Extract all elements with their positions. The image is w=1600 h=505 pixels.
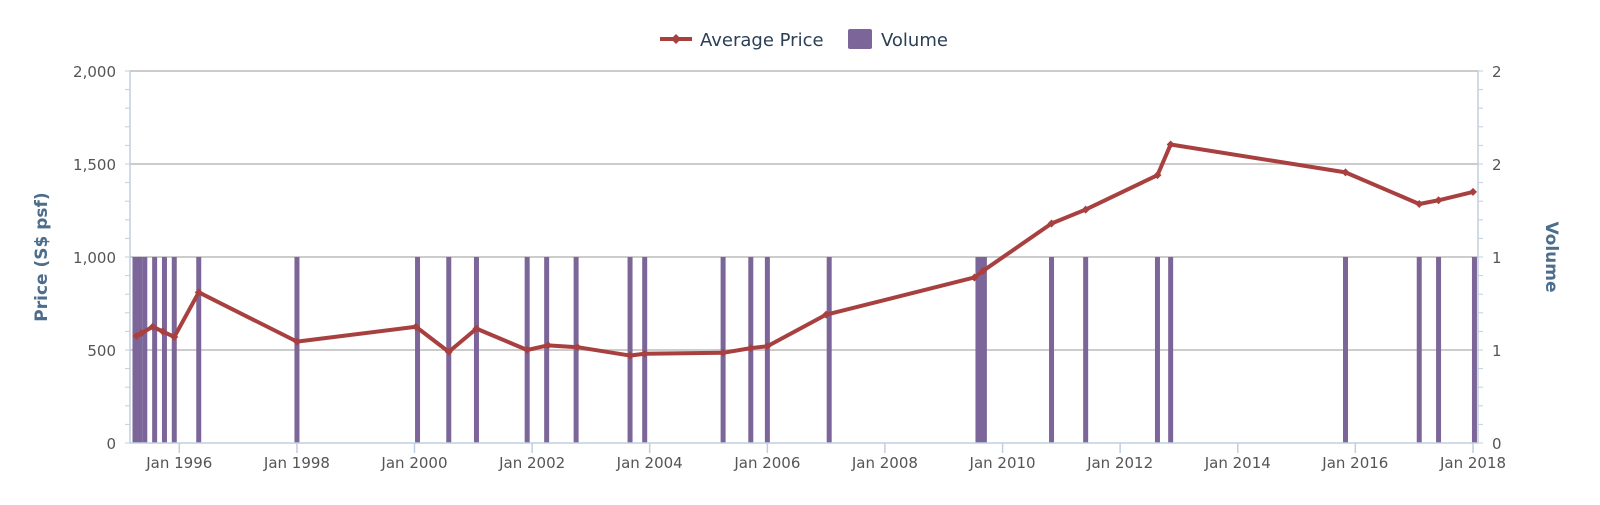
volume-bar[interactable] — [1471, 257, 1477, 443]
average-price-point[interactable] — [978, 266, 987, 275]
axes: 0 500 1,000 1,500 2,000 0 1 1 2 2 Jan 1996 Jan 1998… — [73, 63, 1506, 472]
average-price-point[interactable] — [292, 337, 301, 346]
average-price-point[interactable] — [137, 329, 146, 338]
legend-average-price-label: Average Price — [700, 30, 824, 51]
gridlines — [130, 70, 1478, 351]
y-right-tick-label: 1 — [1492, 249, 1502, 267]
average-price-point[interactable] — [1166, 140, 1175, 149]
volume-bar[interactable] — [981, 257, 987, 443]
average-price-point[interactable] — [573, 343, 582, 352]
x-tick-label: Jan 2002 — [498, 454, 565, 472]
volume-bar[interactable] — [1416, 257, 1422, 443]
legend-item-volume[interactable]: Volume — [848, 29, 948, 51]
x-tick-label: Jan 2012 — [1086, 454, 1153, 472]
average-price-point[interactable] — [822, 310, 831, 319]
minor-ticks — [125, 70, 1483, 444]
average-price-point[interactable] — [170, 332, 179, 341]
volume-bar[interactable] — [1049, 257, 1055, 443]
volume-bar[interactable] — [826, 257, 832, 443]
volume-bar[interactable] — [132, 257, 138, 443]
y-right-tick-label: 1 — [1492, 342, 1502, 360]
average-price-point[interactable] — [1341, 168, 1350, 177]
x-tick-label: Jan 2000 — [380, 454, 447, 472]
volume-bar[interactable] — [171, 257, 177, 443]
average-price-point[interactable] — [1047, 219, 1056, 228]
average-price-point[interactable] — [444, 347, 453, 356]
x-tick-label: Jan 2008 — [851, 454, 918, 472]
x-tick-label: Jan 1996 — [145, 454, 212, 472]
average-price-line — [132, 140, 1478, 360]
average-price-point[interactable] — [763, 342, 772, 351]
volume-bar[interactable] — [978, 257, 984, 443]
average-price-point[interactable] — [158, 327, 167, 336]
average-price-point[interactable] — [970, 273, 979, 282]
legend-volume-swatch — [848, 29, 872, 49]
volume-bar[interactable] — [544, 257, 550, 443]
average-price-point[interactable] — [1415, 199, 1424, 208]
average-price-point[interactable] — [148, 322, 157, 331]
x-tick-label: Jan 2004 — [616, 454, 683, 472]
x-tick-label: Jan 2016 — [1321, 454, 1388, 472]
y-right-tick-label: 0 — [1492, 435, 1502, 453]
legend-average-price-marker — [671, 34, 681, 44]
average-price-point[interactable] — [1434, 196, 1443, 205]
average-price-point[interactable] — [1081, 205, 1090, 214]
x-tick-label: Jan 2014 — [1204, 454, 1271, 472]
volume-bar[interactable] — [473, 257, 479, 443]
volume-bar[interactable] — [415, 257, 421, 443]
volume-bar[interactable] — [1436, 257, 1442, 443]
average-price-point[interactable] — [544, 341, 553, 350]
volume-bar[interactable] — [196, 257, 202, 443]
average-price-point[interactable] — [523, 346, 532, 354]
y-left-axis-title: Price (S$ psf) — [32, 192, 52, 321]
y-left-tick-label: 500 — [87, 342, 116, 360]
volume-bar[interactable] — [975, 257, 981, 443]
average-price-series-line — [134, 142, 1476, 358]
legend-item-average-price[interactable]: Average Price — [660, 30, 824, 51]
volume-bar[interactable] — [573, 257, 579, 443]
x-tick-label: Jan 2010 — [969, 454, 1036, 472]
x-tick-label: Jan 2018 — [1439, 454, 1506, 472]
average-price-point[interactable] — [746, 344, 755, 353]
y-right-axis-title: Volume — [1541, 221, 1561, 292]
average-price-point[interactable] — [411, 322, 420, 331]
average-price-point[interactable] — [1153, 171, 1162, 180]
y-right-tick-label: 2 — [1492, 63, 1502, 81]
average-price-point[interactable] — [640, 349, 649, 358]
volume-bar[interactable] — [137, 257, 143, 443]
volume-bar[interactable] — [1154, 257, 1160, 443]
legend-volume-label: Volume — [881, 30, 948, 51]
y-left-tick-label: 1,000 — [73, 249, 116, 267]
volume-bar[interactable] — [142, 257, 148, 443]
average-price-point[interactable] — [626, 351, 635, 360]
volume-bar[interactable] — [1168, 257, 1174, 443]
y-right-tick-label: 2 — [1492, 156, 1502, 174]
volume-bar[interactable] — [161, 257, 167, 443]
y-left-tick-label: 1,500 — [73, 156, 116, 174]
average-price-point[interactable] — [719, 348, 728, 357]
y-left-tick-label: 2,000 — [73, 63, 116, 81]
legend: Average Price Volume — [660, 29, 948, 51]
volume-bar[interactable] — [1083, 257, 1089, 443]
x-tick-label: Jan 2006 — [733, 454, 800, 472]
x-tick-label: Jan 1998 — [263, 454, 330, 472]
y-left-tick-label: 0 — [106, 435, 116, 453]
volume-bar[interactable] — [627, 257, 633, 443]
average-price-point[interactable] — [1469, 187, 1478, 196]
volume-bar[interactable] — [294, 257, 300, 443]
volume-bar[interactable] — [1343, 257, 1349, 443]
average-price-point[interactable] — [472, 324, 481, 333]
average-price-point[interactable] — [194, 288, 203, 297]
volume-bar[interactable] — [152, 257, 158, 443]
